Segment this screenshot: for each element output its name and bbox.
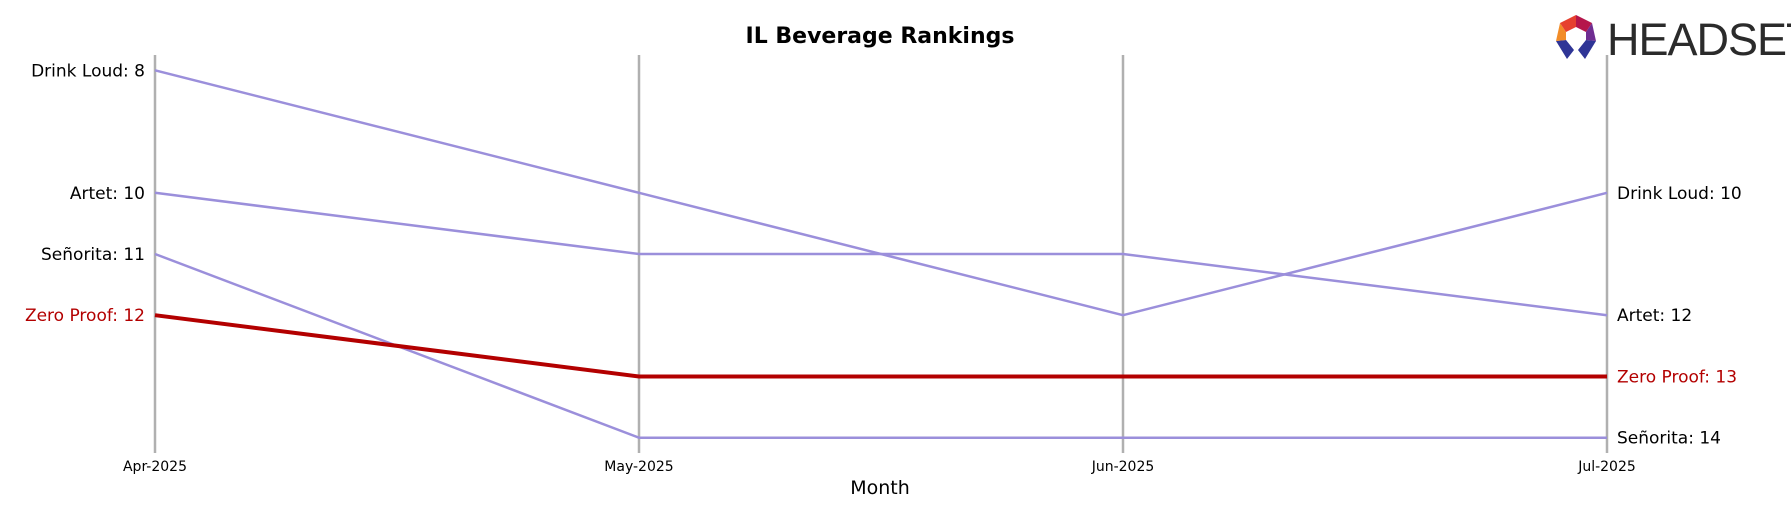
series-lines — [154, 69, 1608, 439]
x-tick-labels: Apr-2025 May-2025 Jun-2025 Jul-2025 — [123, 459, 1636, 475]
x-tick-apr-2025: Apr-2025 — [123, 459, 187, 475]
end-label-se-orita: Señorita: 14 — [1617, 429, 1721, 449]
start-label-artet: Artet: 10 — [70, 184, 145, 204]
series-labels: Drink Loud: 8 Drink Loud: 10 Artet: 10 Arte… — [25, 61, 1742, 448]
headset-logo-icon — [1556, 15, 1596, 59]
series-line-drink-loud — [154, 69, 1608, 317]
series-line-se-orita — [154, 252, 1607, 439]
end-label-drink-loud: Drink Loud: 10 — [1617, 184, 1742, 204]
series-line-artet — [154, 191, 1608, 317]
start-label-zero-proof: Zero Proof: 12 — [25, 306, 145, 326]
chart-title: IL Beverage Rankings — [746, 24, 1015, 49]
headset-logo-wordmark: HEADSET — [1607, 14, 1791, 65]
x-tick-may-2025: May-2025 — [604, 459, 673, 475]
x-axis-label: Month — [850, 477, 910, 499]
headset-logo: HEADSET — [1556, 14, 1791, 65]
x-tick-jun-2025: Jun-2025 — [1091, 459, 1155, 475]
series-line-zero-proof — [154, 313, 1607, 379]
start-label-se-orita: Señorita: 11 — [41, 245, 145, 265]
start-label-drink-loud: Drink Loud: 8 — [31, 61, 145, 81]
end-label-artet: Artet: 12 — [1617, 306, 1692, 326]
end-label-zero-proof: Zero Proof: 13 — [1617, 367, 1737, 387]
x-tick-jul-2025: Jul-2025 — [1577, 459, 1636, 475]
